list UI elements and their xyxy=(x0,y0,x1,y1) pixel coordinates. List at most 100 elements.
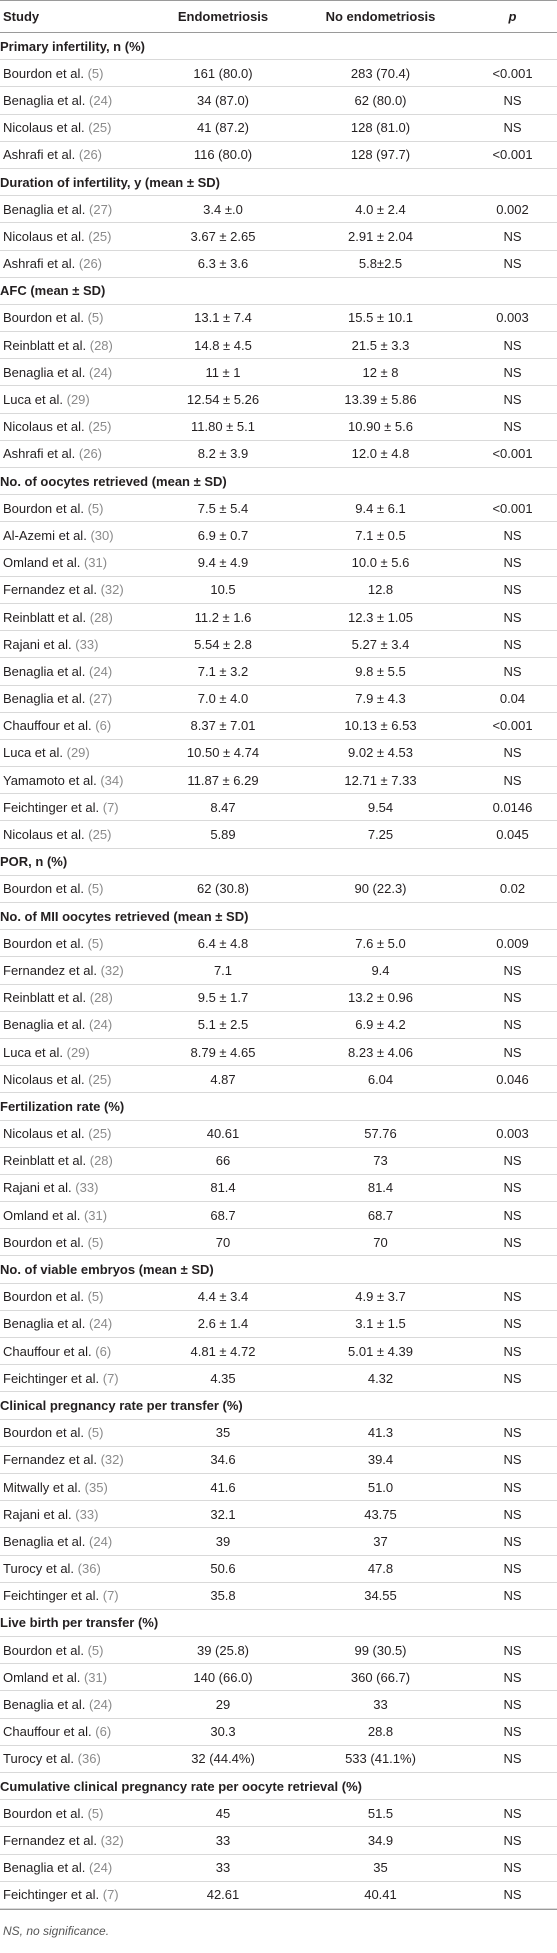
data-row: Reinblatt et al. (28) 66 73 NS xyxy=(0,1148,557,1175)
study-name: Nicolaus et al. xyxy=(3,419,85,435)
no-endometriosis-cell: 33 xyxy=(373,1697,388,1713)
study-cell: Turocy et al. (36) xyxy=(0,1561,153,1576)
study-name: Nicolaus et al. xyxy=(3,120,85,136)
p-value-cell: NS xyxy=(503,419,522,435)
data-row: Omland et al. (31) 68.7 68.7 NS xyxy=(0,1202,557,1230)
study-name: Nicolaus et al. xyxy=(3,827,85,843)
endometriosis-cell: 32.1 xyxy=(210,1506,236,1522)
study-name: Mitwally et al. xyxy=(3,1479,82,1495)
data-row: Feichtinger et al. (7) 35.8 34.55 NS xyxy=(0,1583,557,1610)
no-endometriosis-cell: 7.6 ± 5.0 xyxy=(355,935,406,951)
data-row: Chauffour et al. (6) 30.3 28.8 NS xyxy=(0,1719,557,1746)
study-ref: (31) xyxy=(83,1669,108,1685)
no-endometriosis-cell: 12.71 ± 7.33 xyxy=(344,772,417,788)
study-name: Benaglia et al. xyxy=(3,1860,86,1876)
endometriosis-cell: 6.9 ± 0.7 xyxy=(197,527,249,543)
no-endometriosis-cell: 4.9 ± 3.7 xyxy=(355,1289,406,1305)
endometriosis-cell: 45 xyxy=(215,1805,231,1821)
p-value-cell: NS xyxy=(503,1669,522,1685)
no-endometriosis-cell: 13.2 ± 0.96 xyxy=(348,990,413,1006)
study-name: Reinblatt et al. xyxy=(3,990,87,1006)
endometriosis-cell: 116 (80.0) xyxy=(193,147,253,163)
study-cell: Bourdon et al. (5) xyxy=(0,1235,153,1250)
section-row: Primary infertility, n (%) xyxy=(0,33,557,61)
section-title: Duration of infertility, y (mean ± SD) xyxy=(0,174,220,190)
study-cell: Luca et al. (29) xyxy=(0,745,153,760)
study-cell: Chauffour et al. (6) xyxy=(0,718,153,733)
p-value-cell: 0.009 xyxy=(496,935,529,951)
study-cell: Benaglia et al. (24) xyxy=(0,1860,153,1875)
p-value-cell: <0.001 xyxy=(492,147,533,163)
endometriosis-cell: 6.3 ± 3.6 xyxy=(197,256,249,272)
endometriosis-cell: 8.2 ± 3.9 xyxy=(197,446,249,462)
p-value-cell: NS xyxy=(503,1860,522,1876)
data-row: Feichtinger et al. (7) 8.47 9.54 0.0146 xyxy=(0,794,557,822)
data-row: Nicolaus et al. (25) 5.89 7.25 0.045 xyxy=(0,821,557,849)
study-ref: (28) xyxy=(89,1153,113,1169)
no-endometriosis-cell: 128 (97.7) xyxy=(350,147,411,163)
study-name: Fernandez et al. xyxy=(3,1452,97,1468)
no-endometriosis-cell: 51.5 xyxy=(367,1805,394,1821)
study-ref: (32) xyxy=(100,962,124,978)
study-name: Fernandez et al. xyxy=(3,582,97,598)
study-ref: (5) xyxy=(87,1805,104,1821)
data-row: Rajani et al. (33) 81.4 81.4 NS xyxy=(0,1175,557,1203)
endometriosis-cell: 4.4 ± 3.4 xyxy=(197,1289,249,1305)
section-title: Cumulative clinical pregnancy rate per o… xyxy=(0,1778,362,1794)
study-ref: (6) xyxy=(95,1343,112,1359)
study-ref: (6) xyxy=(95,718,112,734)
header-row: Study Endometriosis No endometriosis p xyxy=(0,1,557,33)
study-cell: Omland et al. (31) xyxy=(0,1208,153,1223)
p-value-cell: NS xyxy=(503,1588,522,1604)
study-cell: Fernandez et al. (32) xyxy=(0,1452,153,1467)
data-row: Bourdon et al. (5) 35 41.3 NS xyxy=(0,1420,557,1447)
endometriosis-cell: 5.1 ± 2.5 xyxy=(197,1017,249,1033)
no-endometriosis-cell: 5.8±2.5 xyxy=(358,256,403,272)
study-cell: Rajani et al. (33) xyxy=(0,1180,153,1195)
data-row: Benaglia et al. (24) 33 35 NS xyxy=(0,1855,557,1882)
data-row: Bourdon et al. (5) 13.1 ± 7.4 15.5 ± 10.1 0… xyxy=(0,305,557,333)
p-value-cell: 0.002 xyxy=(496,201,529,217)
endometriosis-cell: 41 (87.2) xyxy=(196,120,250,136)
study-name: Luca et al. xyxy=(3,745,63,761)
data-row: Turocy et al. (36) 32 (44.4%) 533 (41.1%) N… xyxy=(0,1746,557,1773)
study-name: Feichtinger et al. xyxy=(3,799,100,815)
p-value-cell: NS xyxy=(503,1805,522,1821)
endometriosis-cell: 35.8 xyxy=(210,1588,236,1604)
p-value-cell: 0.003 xyxy=(496,1126,529,1142)
endometriosis-cell: 8.37 ± 7.01 xyxy=(190,718,256,734)
endometriosis-cell: 7.1 xyxy=(213,962,233,978)
data-row: Ashrafi et al. (26) 116 (80.0) 128 (97.7) <… xyxy=(0,142,557,169)
data-row: Bourdon et al. (5) 39 (25.8) 99 (30.5) NS xyxy=(0,1637,557,1665)
section-title: No. of viable embryos (mean ± SD) xyxy=(0,1262,214,1278)
p-value-cell: NS xyxy=(503,337,522,353)
no-endometriosis-cell: 3.1 ± 1.5 xyxy=(355,1316,406,1332)
section-title: Fertilization rate (%) xyxy=(0,1098,125,1114)
study-name: Reinblatt et al. xyxy=(3,337,87,353)
data-row: Nicolaus et al. (25) 4.87 6.04 0.046 xyxy=(0,1066,557,1094)
data-row: Omland et al. (31) 9.4 ± 4.9 10.0 ± 5.6 NS xyxy=(0,550,557,577)
p-value-cell: NS xyxy=(503,1153,522,1169)
study-name: Benaglia et al. xyxy=(3,663,86,679)
study-ref: (28) xyxy=(89,337,113,353)
data-row: Rajani et al. (33) 5.54 ± 2.8 5.27 ± 3.4 NS xyxy=(0,631,557,659)
no-endometriosis-cell: 9.54 xyxy=(367,799,394,815)
data-row: Nicolaus et al. (25) 40.61 57.76 0.003 xyxy=(0,1121,557,1148)
p-value-cell: NS xyxy=(503,228,522,244)
no-endometriosis-cell: 533 (41.1%) xyxy=(345,1751,416,1767)
study-ref: (33) xyxy=(75,1506,99,1522)
study-ref: (32) xyxy=(100,1452,124,1468)
study-cell: Nicolaus et al. (25) xyxy=(0,120,153,135)
study-ref: (29) xyxy=(66,392,90,408)
study-ref: (5) xyxy=(87,310,104,326)
study-name: Bourdon et al. xyxy=(3,1425,84,1441)
study-cell: Benaglia et al. (27) xyxy=(0,691,153,706)
study-name: Reinblatt et al. xyxy=(3,609,87,625)
study-ref: (31) xyxy=(83,555,108,571)
study-name: Benaglia et al. xyxy=(3,691,86,707)
endometriosis-cell: 13.1 ± 7.4 xyxy=(194,310,252,326)
study-name: Turocy et al. xyxy=(3,1751,75,1767)
p-value-cell: <0.001 xyxy=(492,500,533,516)
study-ref: (5) xyxy=(87,65,104,81)
